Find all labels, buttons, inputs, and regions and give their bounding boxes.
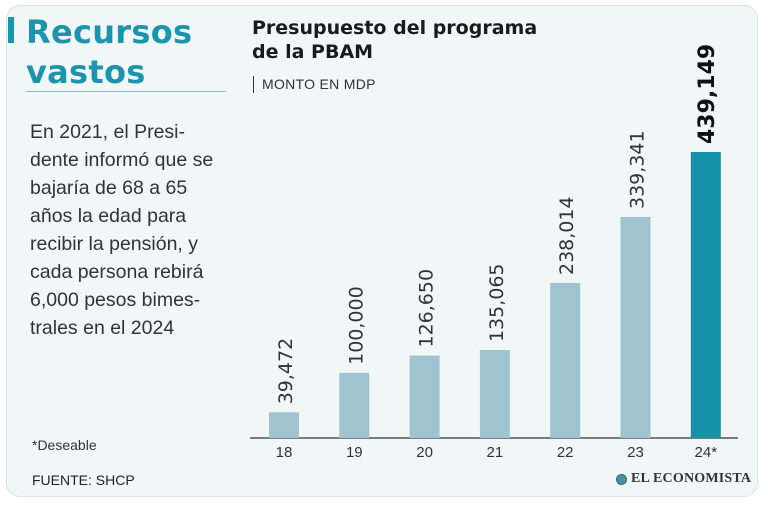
logo-text: EL ECONOMISTA bbox=[631, 471, 752, 486]
body-line: 6,000 pesos bimes- bbox=[30, 289, 201, 311]
headline: Recursos vastos bbox=[26, 13, 193, 91]
body-line: bajaría de 68 a 65 bbox=[30, 177, 188, 199]
bar-22 bbox=[550, 282, 581, 438]
body-line: En 2021, el Presi- bbox=[30, 121, 186, 143]
bar-19 bbox=[339, 372, 370, 438]
bar-value-label: 238,014 bbox=[556, 196, 578, 275]
bar-24 bbox=[690, 152, 721, 438]
bar-18 bbox=[269, 412, 299, 438]
body-line: años la edad para bbox=[30, 205, 187, 227]
x-tick-label: 23 bbox=[627, 444, 644, 461]
subtitle-rule bbox=[253, 76, 254, 93]
x-tick-label: 22 bbox=[557, 444, 574, 461]
headline-accent-bar bbox=[8, 17, 14, 43]
body-line: recibir la pensión, y bbox=[30, 233, 198, 255]
x-tick-label: 18 bbox=[276, 444, 293, 461]
bar-value-label: 126,650 bbox=[416, 269, 438, 348]
chart-title: Presupuesto del programa de la PBAM bbox=[252, 17, 538, 63]
bar-value-label: 39,472 bbox=[275, 338, 297, 404]
source-credit: FUENTE: SHCP bbox=[32, 472, 135, 488]
publisher-logo: EL ECONOMISTA bbox=[616, 471, 751, 487]
x-tick-label: 20 bbox=[416, 444, 433, 461]
body-text: En 2021, el Presi- dente informó que se … bbox=[30, 118, 230, 342]
bar-value-label: 135,065 bbox=[486, 263, 508, 342]
logo-globe-icon bbox=[616, 473, 627, 485]
x-tick-label: 24* bbox=[695, 444, 718, 461]
footnote: *Deseable bbox=[32, 437, 97, 453]
body-line: cada persona rebirá bbox=[30, 261, 204, 283]
bar-21 bbox=[479, 350, 510, 438]
bar-value-label: 339,341 bbox=[627, 130, 649, 209]
bar-value-label: 100,000 bbox=[345, 286, 367, 365]
chart-subtitle: MONTO EN MDP bbox=[262, 76, 376, 92]
bar-20 bbox=[409, 355, 440, 438]
bar-value-label: 439,149 bbox=[695, 44, 720, 144]
x-tick-label: 19 bbox=[346, 444, 363, 461]
bar-23 bbox=[620, 217, 651, 438]
body-line: dente informó que se bbox=[30, 149, 214, 171]
x-tick-label: 21 bbox=[487, 444, 504, 461]
headline-divider bbox=[26, 91, 226, 92]
body-line: trales en el 2024 bbox=[30, 317, 175, 339]
